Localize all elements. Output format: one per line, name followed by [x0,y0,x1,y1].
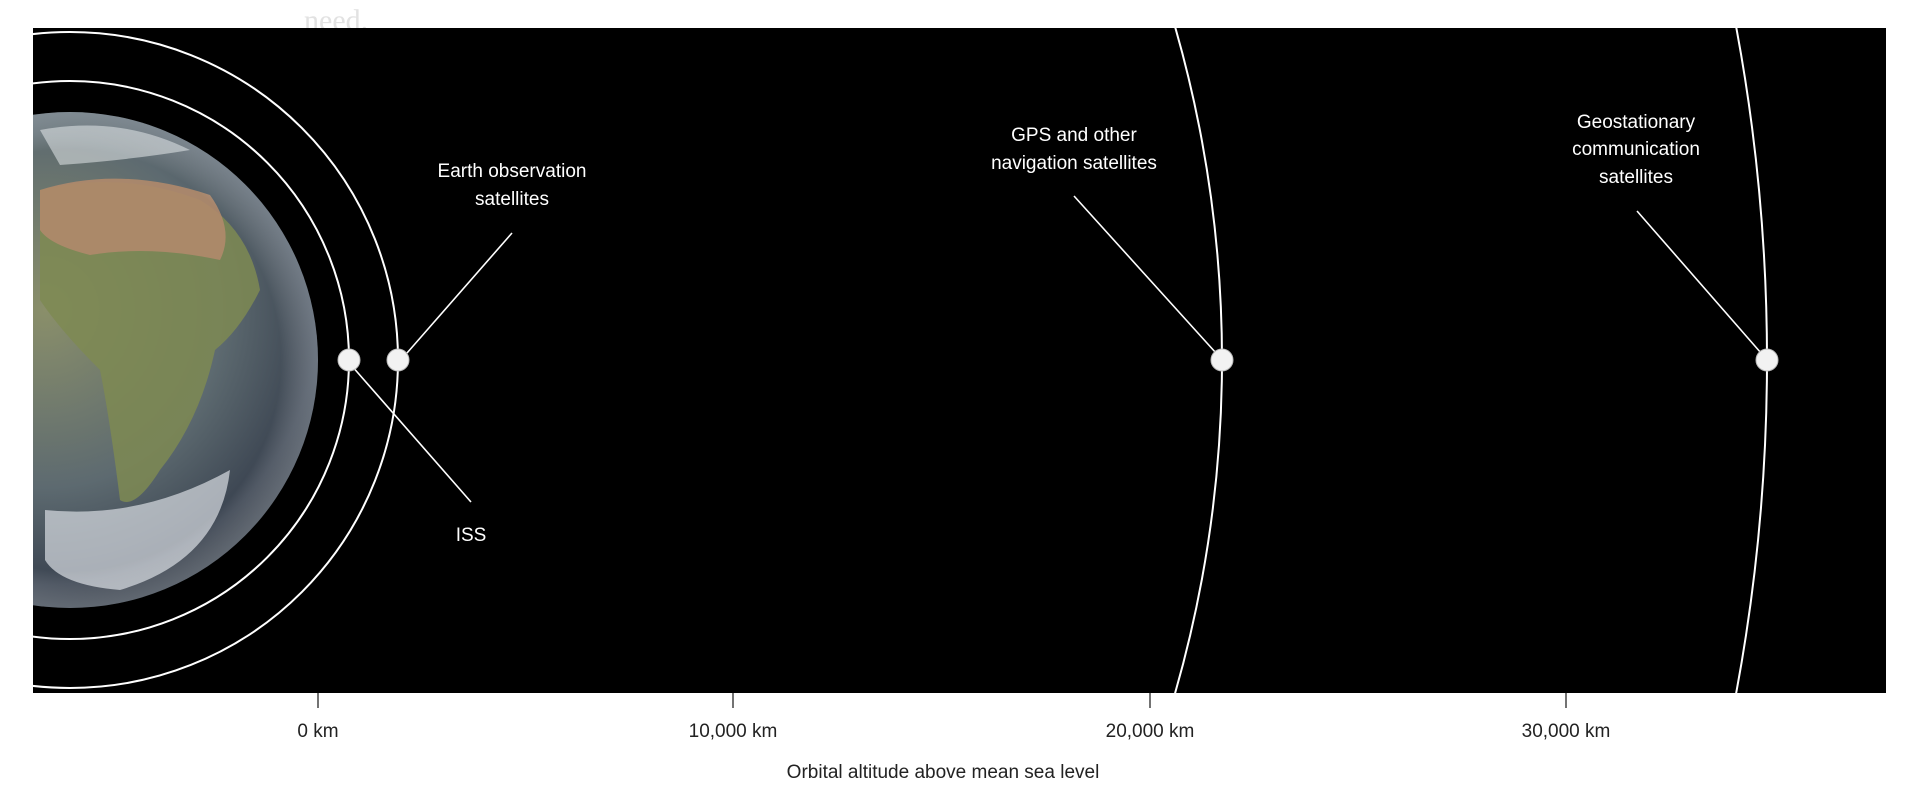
satellite-label: Earth observation [438,161,587,182]
leader-line [1636,210,1762,354]
satellite-label: satellites [475,189,549,210]
leader-line [350,364,472,503]
iss-dot [337,348,361,372]
satellite-label: Geostationary [1577,112,1696,133]
gps-dot [1210,348,1234,372]
leader-line [1073,195,1217,354]
tick-label: 20,000 km [1106,721,1195,742]
earth [33,112,318,608]
leader-lines [350,195,1762,503]
axis-label: Orbital altitude above mean sea level [787,762,1100,783]
satellite-label: ISS [456,525,487,546]
earth-observation-dot [386,348,410,372]
satellite-label: GPS and other [1011,125,1137,146]
tick-label: 30,000 km [1522,721,1611,742]
satellite-label: navigation satellites [991,153,1157,174]
satellite-label: communication [1572,139,1700,160]
leader-line [406,232,513,354]
tick-label: 0 km [297,721,338,742]
geostationary-dot [1755,348,1779,372]
axis-ticks [317,693,1567,708]
satellite-dots [337,348,1779,372]
satellite-label: satellites [1599,167,1673,188]
tick-label: 10,000 km [689,721,778,742]
orbits [33,28,1768,693]
